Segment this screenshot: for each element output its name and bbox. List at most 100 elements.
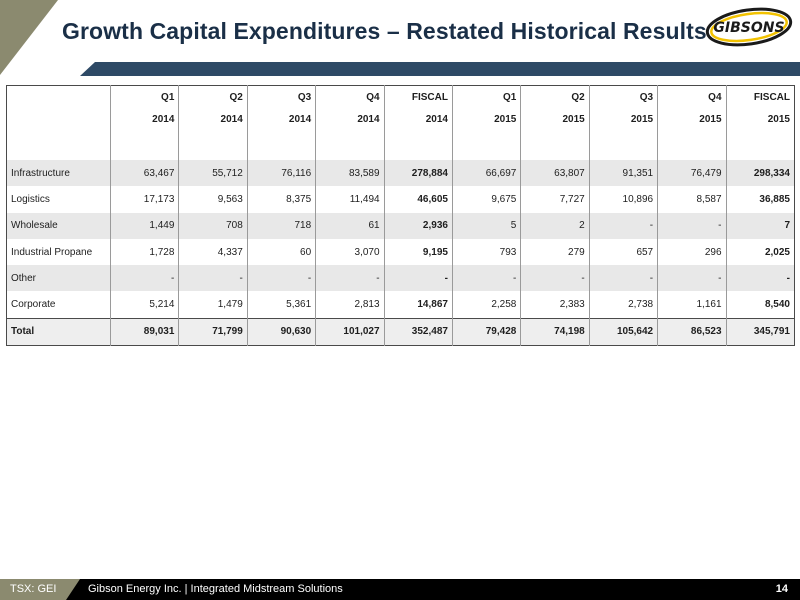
footer-company: Gibson Energy Inc. | Integrated Midstrea…: [88, 583, 343, 595]
table-cell: -: [315, 265, 385, 292]
table-cell: 657: [588, 238, 658, 266]
table-cell: 1,449: [109, 212, 179, 239]
table-cell: 17,173: [109, 186, 179, 213]
capex-table: Q1 Q2 Q3 Q4 FISCAL Q1 Q2 Q3 Q4 FISCAL 20…: [6, 85, 795, 347]
col-header-year: 2014: [109, 112, 179, 134]
header-bar: [95, 62, 800, 76]
table-cell: 86,523: [657, 317, 727, 346]
table-cell: 105,642: [588, 317, 658, 346]
table-cell: 76,479: [657, 160, 727, 187]
table-cell: -: [178, 265, 248, 292]
header-corner: [7, 86, 111, 113]
table-cell: 718: [246, 212, 316, 239]
table-cell: -: [725, 265, 795, 292]
col-header-period: Q1: [451, 85, 521, 112]
gibsons-logo: GIBSONS: [705, 7, 793, 47]
table-cell: 10,896: [588, 186, 658, 213]
col-header-year: 2015: [657, 112, 727, 134]
table-cell: 36,885: [725, 186, 795, 213]
col-header-period: Q2: [178, 85, 248, 112]
col-header-period: Q3: [588, 85, 658, 112]
col-header-year: 2014: [246, 112, 316, 134]
row-label: Infrastructure: [6, 160, 111, 187]
table-row: Other - - - - - - - - - -: [6, 265, 795, 292]
logo-text: GIBSONS: [713, 20, 784, 36]
table-cell: 60: [246, 238, 316, 266]
table-cell: 101,027: [315, 317, 385, 346]
table-cell: 83,589: [315, 160, 385, 187]
row-label: Industrial Propane: [11, 246, 93, 258]
table-cell: 793: [451, 238, 521, 266]
col-header-year: 2015: [451, 112, 521, 134]
table-cell: 46,605: [383, 186, 453, 213]
table-cell: 1,728: [109, 238, 179, 266]
header-corner: [7, 112, 111, 134]
table-cell: 89,031: [109, 317, 179, 346]
col-header-year: 2014: [315, 112, 385, 134]
col-header-year: 2015: [520, 112, 590, 134]
header-bar-triangle: [80, 62, 95, 76]
table-row-total: Total 89,031 71,799 90,630 101,027 352,487 79,…: [6, 317, 795, 346]
header-accent-triangle: [0, 0, 58, 75]
col-header-period: Q2: [520, 85, 590, 112]
table-body: Infrastructure 63,467 55,712 76,116 83,589 27…: [6, 134, 795, 346]
row-label: Logistics: [11, 193, 50, 205]
table-cell: -: [588, 212, 658, 239]
table-row: Infrastructure 63,467 55,712 76,116 83,589 27…: [6, 160, 795, 187]
page-title: Growth Capital Expenditures – Restated H…: [62, 18, 707, 44]
col-header-year: 2015: [588, 112, 658, 134]
table-cell: -: [451, 265, 521, 292]
table-cell: -: [109, 265, 179, 292]
table-cell: 2: [520, 212, 590, 239]
table-row: Wholesale 1,449 708 718 61 2,936 5 2- -7: [6, 212, 795, 239]
table-cell: -: [520, 265, 590, 292]
table-cell: 5,361: [246, 291, 316, 319]
table-cell: 79,428: [451, 317, 521, 346]
table-cell: 352,487: [383, 317, 453, 346]
footer-bar: TSX: GEI Gibson Energy Inc. | Integrated…: [0, 579, 800, 600]
col-header-period: Q4: [315, 85, 385, 112]
table-cell: 55,712: [178, 160, 248, 187]
table-cell: 9,563: [178, 186, 248, 213]
table-cell: 296: [657, 238, 727, 266]
table-cell: -: [588, 265, 658, 292]
page-number: 14: [775, 583, 788, 595]
table-cell: 7,727: [520, 186, 590, 213]
footer-accent: [0, 579, 66, 600]
table-cell: 9,675: [451, 186, 521, 213]
table-cell: 279: [520, 238, 590, 266]
table-cell: 345,791: [725, 317, 795, 346]
footer-ticker: TSX: GEI: [10, 583, 57, 595]
table-cell: 11,494: [315, 186, 385, 213]
table-cell: 76,116: [246, 160, 316, 187]
table-cell: 7: [725, 212, 795, 239]
table-cell: 4,337: [178, 238, 248, 266]
spacer-row: [7, 134, 795, 160]
col-header-year: 2014: [178, 112, 248, 134]
table-cell: 2,383: [520, 291, 590, 319]
table-cell: 708: [178, 212, 248, 239]
table-cell: 5: [451, 212, 521, 239]
table-cell: 8,375: [246, 186, 316, 213]
table-cell: 14,867: [383, 291, 453, 319]
capex-table-container: Q1 Q2 Q3 Q4 FISCAL Q1 Q2 Q3 Q4 FISCAL 20…: [6, 85, 795, 347]
table-cell: 2,258: [451, 291, 521, 319]
col-header-period: FISCAL: [383, 85, 453, 112]
col-header-period: FISCAL: [725, 85, 795, 112]
col-header-period: Q1: [109, 85, 179, 112]
row-label: Wholesale: [6, 212, 111, 239]
table-cell: 1,479: [178, 291, 248, 319]
table-cell: 278,884: [383, 160, 453, 187]
table-cell: 2,025: [725, 238, 795, 266]
table-cell: -: [383, 265, 453, 292]
col-header-period: Q3: [246, 85, 316, 112]
table-cell: 1,161: [657, 291, 727, 319]
table-cell: 2,738: [588, 291, 658, 319]
table-cell: 66,697: [451, 160, 521, 187]
table-cell: 8,540: [725, 291, 795, 319]
col-header-period: Q4: [657, 85, 727, 112]
table-cell: 91,351: [588, 160, 658, 187]
table-cell: 74,198: [520, 317, 590, 346]
table-cell: 9,195: [383, 238, 453, 266]
header-row-period: Q1 Q2 Q3 Q4 FISCAL Q1 Q2 Q3 Q4 FISCAL: [7, 85, 795, 113]
